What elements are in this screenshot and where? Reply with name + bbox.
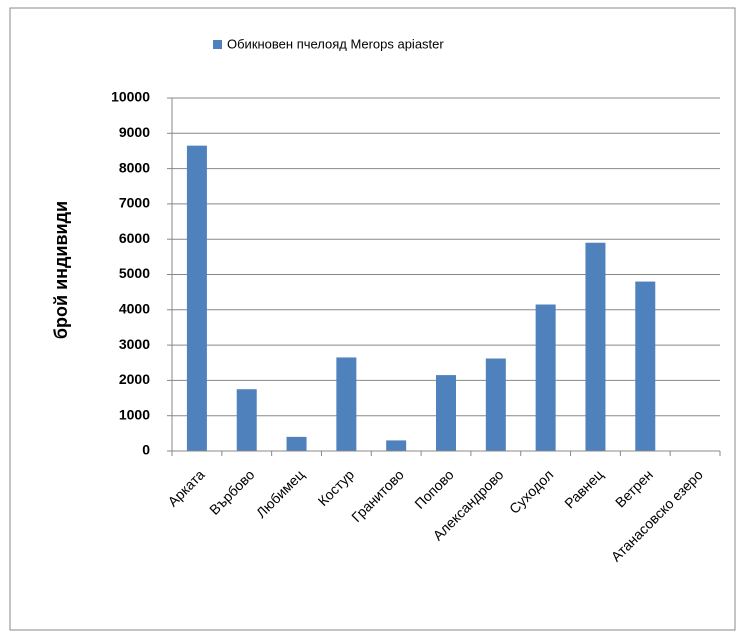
bar [436, 375, 456, 451]
bar [386, 440, 407, 451]
y-tick-label: 3000 [119, 336, 150, 352]
bar [286, 436, 307, 451]
y-tick-label: 10000 [111, 89, 150, 105]
y-tick-label: 7000 [119, 195, 150, 211]
legend-swatch [213, 40, 222, 49]
bar [535, 304, 556, 451]
y-tick-label: 2000 [119, 371, 150, 387]
y-tick-label: 0 [142, 442, 150, 458]
y-tick-label: 8000 [119, 159, 150, 175]
chart-frame [9, 7, 736, 631]
y-tick-label: 6000 [119, 230, 150, 246]
legend-label: Обикновен пчелояд Merops apiaster [227, 36, 444, 51]
bar [336, 357, 357, 451]
bar [485, 358, 506, 451]
y-tick-label: 4000 [119, 301, 150, 317]
y-tick-label: 1000 [119, 406, 150, 422]
bar [236, 389, 257, 451]
bar [186, 145, 207, 451]
bar [635, 281, 656, 451]
y-tick-label: 9000 [119, 124, 150, 140]
y-axis-label: брой индивиди [51, 201, 71, 339]
y-tick-label: 5000 [119, 265, 150, 281]
bar [585, 242, 606, 451]
